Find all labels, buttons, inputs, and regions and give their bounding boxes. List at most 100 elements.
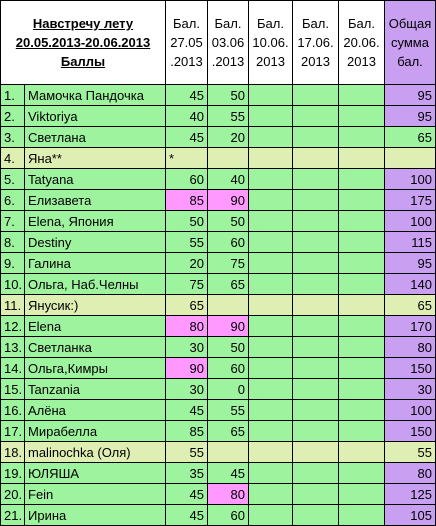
table-row: 10. Ольга, Наб.Челны 75 65 140 [0,273,436,295]
score-cell: 80 [165,315,208,337]
score-cell [338,294,385,316]
score-cell: 55 [207,399,249,421]
table-row: 15. Tanzania 30 0 30 [0,378,436,400]
header-title-cell: Навстречу лету 20.05.2013-20.06.2013 Бал… [0,0,166,85]
score-cell: 90 [207,315,249,337]
total-cell: 100 [384,168,436,190]
row-number: 14. [0,357,25,379]
table-row: 18. malinochka (Оля) 55 55 [0,441,436,463]
total-cell: 30 [384,378,436,400]
score-cell [248,84,293,106]
score-cell [338,252,385,274]
participant-name: Елизавета [24,189,166,211]
score-cell: 55 [207,105,249,127]
total-cell: 65 [384,126,436,148]
participant-name: Ольга, Наб.Челны [24,273,166,295]
column-header-line: Бал. [348,16,375,31]
participant-name: Галина [24,252,166,274]
score-cell [292,210,339,232]
row-number: 3. [0,126,25,148]
score-cell: 45 [165,399,208,421]
score-cell [292,420,339,442]
table-row: 11. Янусик:) 65 65 [0,294,436,316]
score-cell: 20 [207,126,249,148]
score-cell [248,441,293,463]
total-cell: 105 [384,504,436,526]
row-number: 10. [0,273,25,295]
row-number: 13. [0,336,25,358]
score-cell [248,105,293,127]
participant-name: Светланка [24,336,166,358]
score-cell: 65 [207,273,249,295]
total-cell: 65 [384,294,436,316]
title: Навстречу лету [32,16,134,31]
column-header: Бал. 17.06. 2013 [292,0,339,85]
row-number: 15. [0,378,25,400]
score-cell: 30 [165,378,208,400]
score-cell [292,147,339,169]
score-cell [338,420,385,442]
score-cell: 50 [207,210,249,232]
column-header-line: 03.06 [211,35,245,50]
score-cell: 60 [207,504,249,526]
table-row: 12. Elena 80 90 170 [0,315,436,337]
column-header-line: 10.06. [252,35,289,50]
column-header-line: 2013 [347,54,376,69]
total-cell: 95 [384,252,436,274]
participant-name: ЮЛЯША [24,462,166,484]
score-cell [292,105,339,127]
score-cell: * [165,147,208,169]
column-header: Общая сумма бал. [384,0,436,85]
score-cell: 50 [165,210,208,232]
column-header-line: бал. [397,54,423,69]
score-cell: 45 [165,504,208,526]
score-cell: 45 [165,126,208,148]
score-cell: 75 [165,273,208,295]
row-number: 8. [0,231,25,253]
column-header-line: Бал. [173,16,200,31]
score-cell [338,273,385,295]
score-cell [338,189,385,211]
score-cell [248,210,293,232]
score-cell [338,231,385,253]
participant-name: Алёна [24,399,166,421]
score-cell [292,294,339,316]
column-header-line: 20.06. [343,35,380,50]
score-cell [338,105,385,127]
total-cell: 175 [384,189,436,211]
column-header-line: Общая [388,16,432,31]
score-cell [338,126,385,148]
score-cell [338,336,385,358]
score-cell [248,483,293,505]
total-cell: 95 [384,84,436,106]
participant-name: Tatyana [24,168,166,190]
score-cell: 55 [165,231,208,253]
table-row: 5. Tatyana 60 40 100 [0,168,436,190]
score-cell [248,231,293,253]
table-row: 3. Светлана 45 20 65 [0,126,436,148]
total-cell: 150 [384,357,436,379]
table-row: 16. Алёна 45 55 100 [0,399,436,421]
row-number: 9. [0,252,25,274]
table-row: 20. Fein 45 80 125 [0,483,436,505]
score-cell [338,210,385,232]
score-cell [292,315,339,337]
row-number: 16. [0,399,25,421]
dates: 20.05.2013-20.06.2013 [15,35,151,50]
participant-name: Destiny [24,231,166,253]
score-cell [338,147,385,169]
total-cell: 150 [384,420,436,442]
score-cell [292,231,339,253]
row-number: 4. [0,147,25,169]
column-header-line: Бал. [257,16,284,31]
score-cell: 45 [165,84,208,106]
score-cell: 85 [165,420,208,442]
column-header: Бал. 20.06. 2013 [338,0,385,85]
score-cell [292,441,339,463]
row-number: 12. [0,315,25,337]
score-cell [248,273,293,295]
score-cell: 0 [207,378,249,400]
participant-name: Светлана [24,126,166,148]
